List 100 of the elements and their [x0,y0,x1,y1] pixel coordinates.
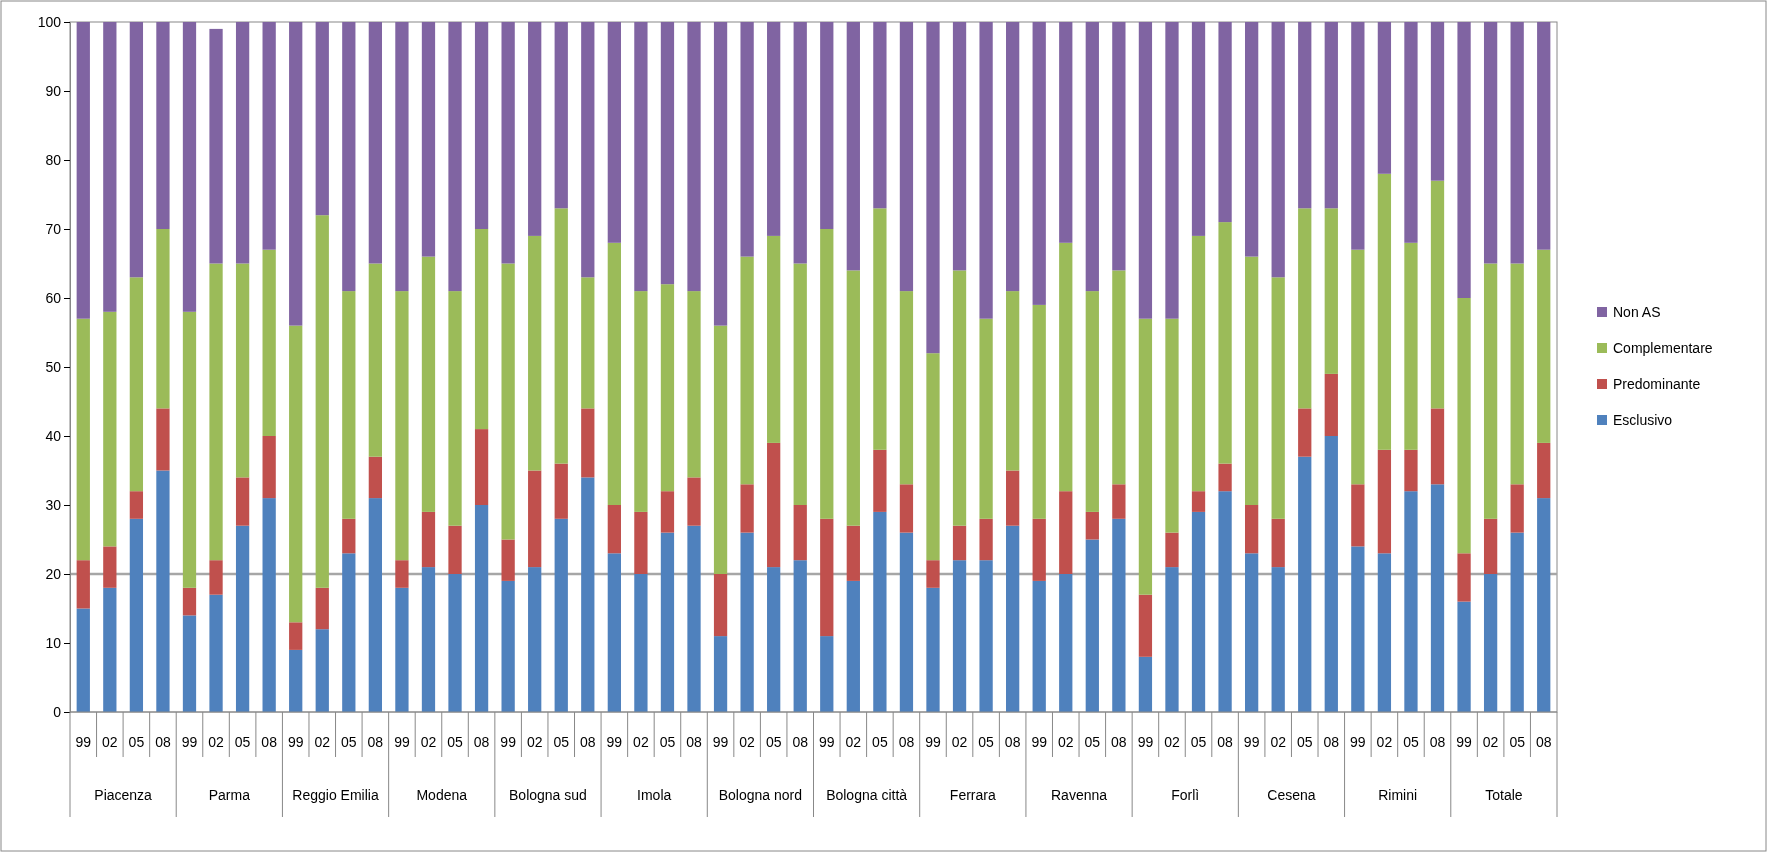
bar [1006,291,1020,471]
y-tick-label: 10 [45,634,62,651]
bar [1032,304,1046,519]
x-tick-label: 02 [1270,734,1287,750]
bar [1006,525,1020,712]
bar [1245,22,1259,257]
bar [1138,656,1153,712]
x-tick-label: 05 [1403,734,1419,750]
text: Ferrara [949,787,996,803]
bar [501,263,515,540]
text: Bologna città [826,787,908,803]
bar [846,22,860,271]
bar [1483,263,1498,519]
bar [421,567,436,712]
bar [315,215,329,588]
bar [368,456,382,499]
bar [554,463,568,519]
bar [820,229,834,519]
bar [1085,22,1099,292]
bar [103,546,117,588]
bar [1351,546,1365,712]
bar [634,22,648,292]
x-tick-label: 08 [580,734,596,750]
x-tick-label: 99 [394,734,410,750]
bar [793,560,807,712]
bar [1377,173,1392,450]
bar [979,318,993,519]
bar [76,560,90,609]
bar [501,580,515,712]
x-tick-label: 99 [500,734,517,750]
text: Totale [1485,787,1523,803]
bar [660,491,675,533]
x-tick-label: 99 [1243,734,1260,750]
bar [1032,580,1046,712]
bar [713,22,728,326]
bar [926,560,940,588]
bar [528,22,542,236]
bar [235,525,250,712]
x-tick-label: 08 [473,734,490,750]
x-tick-label: 99 [606,734,623,750]
text: Cesena [1267,787,1316,803]
bar [421,22,436,257]
bar [262,22,276,250]
bar [262,498,276,712]
bar [1324,436,1338,712]
bar [581,408,595,478]
bar [1218,491,1232,712]
bar [421,256,436,512]
bar [1430,484,1445,712]
bar [103,311,117,547]
bar [952,22,967,271]
bar [767,235,781,443]
bar [607,553,621,712]
bar [1377,449,1392,554]
bar [289,22,303,326]
bar [342,553,356,712]
x-tick-label: 05 [128,734,145,750]
bar [740,256,754,485]
bar [873,511,887,712]
x-tick-label: 08 [1323,734,1340,750]
bar [926,353,940,561]
y-tick-label: 90 [45,82,62,99]
bar [793,22,807,264]
x-tick-label: 99 [1350,734,1366,750]
bar [1191,491,1206,512]
bar [1112,270,1126,485]
x-tick-label: 99 [1456,734,1473,750]
bar [1165,532,1179,568]
bar [1510,22,1524,264]
bar [740,532,754,712]
bar [873,208,887,450]
bar [899,291,914,485]
y-tick-label: 20 [45,565,62,582]
bar [528,470,542,568]
x-tick-label: 08 [1429,734,1446,750]
bar [952,525,967,561]
bar [793,505,807,561]
bar [182,311,197,588]
x-tick-label: 05 [1509,734,1526,750]
bar [182,22,197,312]
legend-label: Predominante [1613,376,1701,392]
y-tick-label: 60 [45,289,62,306]
bar [554,518,568,712]
bar [1430,22,1445,181]
x-tick-label: 99 [287,734,304,750]
bar [1404,449,1418,492]
bar [1510,263,1524,485]
bar [448,525,462,574]
bar [952,270,967,526]
bar [687,477,701,526]
x-tick-label: 05 [1190,734,1207,750]
y-tick-label: 50 [45,358,62,375]
x-tick-label: 02 [1482,734,1499,750]
bar [581,477,595,712]
bar [1059,574,1073,712]
bar [235,263,250,478]
x-tick-label: 05 [978,734,995,750]
bar [1191,511,1206,712]
bar [315,629,329,712]
bar [1245,553,1259,712]
